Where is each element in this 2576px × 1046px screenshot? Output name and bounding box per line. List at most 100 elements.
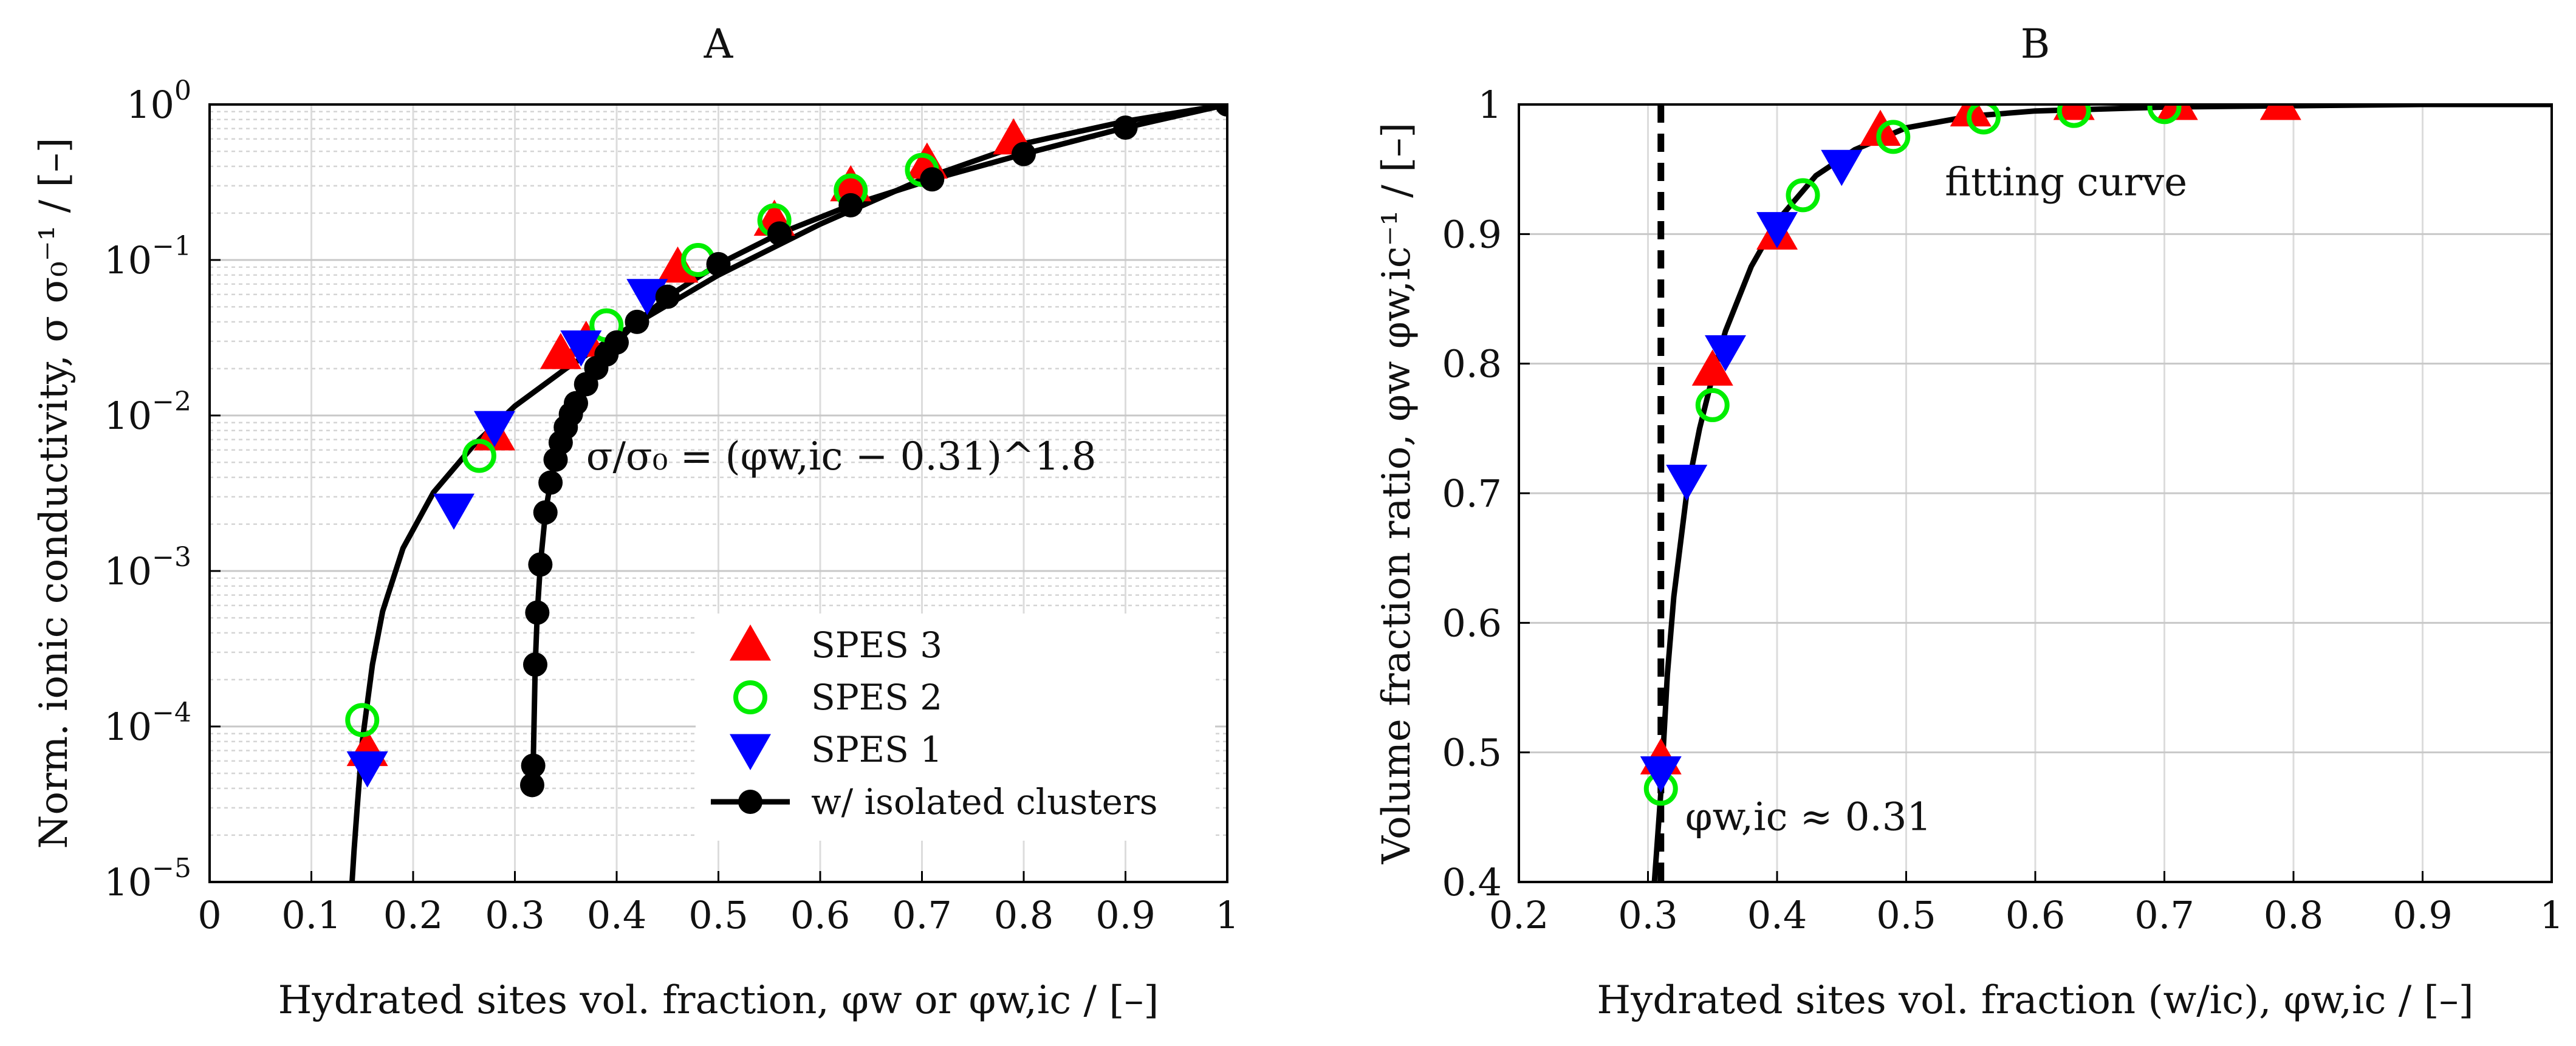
data-point-triangle-up <box>1691 349 1733 386</box>
data-point-filled-circle <box>605 330 629 355</box>
y-tick-label: 1 <box>1478 83 1502 127</box>
data-point-filled-circle <box>838 193 863 217</box>
data-point-filled-circle <box>706 251 731 276</box>
data-point-filled-circle <box>738 790 762 814</box>
data-point-circle <box>345 703 380 737</box>
data-point-filled-circle <box>564 391 588 415</box>
series-w-isolated-clusters <box>519 104 1227 798</box>
data-point-triangle-down <box>433 493 474 530</box>
data-point-triangle-down <box>346 751 388 788</box>
data-point-circle <box>1786 178 1820 213</box>
y-tick-base: 10 <box>104 705 152 749</box>
plot-area <box>345 104 1227 882</box>
legend-label: SPES 3 <box>811 624 942 666</box>
data-point-circle <box>2147 104 2182 125</box>
y-axis-label: Norm. ionic conductivity, σ σ₀⁻¹ / [–] <box>32 138 77 849</box>
x-tick-label: 0.2 <box>383 893 444 937</box>
x-tick-label: 0.6 <box>2006 893 2066 937</box>
y-tick-base: 10 <box>104 549 152 593</box>
x-tick-label: 0 <box>197 893 221 937</box>
y-tick-label: 0.8 <box>1442 342 1502 386</box>
data-point-triangle-up <box>730 624 771 661</box>
x-axis-label: Hydrated sites vol. fraction (w/ic), φw,… <box>1597 978 2473 1023</box>
chart-B: 0.2 0.3 0.4 0.5 0.6 0.7 0.8 0.9 1 0.4 0.5 0.6 0.7 0.8… <box>1374 21 2564 1023</box>
data-point-circle <box>2057 104 2091 128</box>
data-point-circle <box>733 680 767 714</box>
data-point-filled-circle <box>655 284 680 309</box>
legend-label: SPES 1 <box>811 729 942 770</box>
y-tick-label: 10−5 <box>104 853 191 904</box>
y-tick-exponent: −2 <box>152 386 191 417</box>
data-point-filled-circle <box>525 600 550 625</box>
data-point-filled-circle <box>538 470 563 495</box>
x-tick-label: 0.9 <box>2393 893 2453 937</box>
threshold-label: φw,ic ≈ 0.31 <box>1685 795 1931 840</box>
y-tick-label: 0.6 <box>1442 601 1502 645</box>
data-point-triangle-down <box>1640 756 1682 793</box>
legend-label: SPES 2 <box>811 677 942 718</box>
x-tick-label: 0.4 <box>587 893 647 937</box>
x-tick-label: 0.2 <box>1489 893 1549 937</box>
data-point-filled-circle <box>533 500 558 525</box>
x-tick-label: 1 <box>1215 893 1239 937</box>
y-tick-label: 100 <box>126 75 191 127</box>
data-point-triangle-up <box>657 246 699 283</box>
grid <box>1518 103 2553 883</box>
x-tick-label: 0.1 <box>281 893 341 937</box>
data-point-filled-circle <box>528 552 553 577</box>
legend: SPES 3 SPES 2 SPES 1 w/ isolated clusters <box>696 614 1215 841</box>
data-point-filled-circle <box>519 773 544 798</box>
data-point-filled-circle <box>523 652 547 677</box>
x-tick-label: 0.6 <box>790 893 851 937</box>
x-tick-label: 0.9 <box>1095 893 1156 937</box>
data-point-circle <box>1967 104 2001 135</box>
y-axis-label: Volume fraction ratio, φw φw,ic⁻¹ / [–] <box>1374 123 1419 864</box>
data-point-circle <box>1695 388 1730 422</box>
data-point-circle <box>1876 120 1911 154</box>
y-tick-label: 10−3 <box>104 542 191 593</box>
x-tick-label: 0.8 <box>994 893 1054 937</box>
plot-area <box>1640 104 2552 882</box>
data-point-filled-circle <box>920 167 945 192</box>
y-tick-exponent: −1 <box>152 231 191 262</box>
data-point-triangle-down <box>474 411 515 448</box>
y-tick-label: 10−1 <box>104 231 191 282</box>
data-point-triangle-down <box>1705 335 1746 372</box>
x-tick-label: 0.7 <box>892 893 952 937</box>
y-tick-base: 10 <box>104 394 152 438</box>
data-point-triangle-down <box>626 279 668 315</box>
y-tick-exponent: −5 <box>152 853 191 884</box>
data-point-triangle-up <box>540 333 581 369</box>
data-point-triangle-down <box>1821 149 1863 186</box>
y-tick-label: 0.4 <box>1442 860 1502 904</box>
chart-title: A <box>704 21 734 67</box>
data-point-filled-circle <box>1113 115 1138 140</box>
series-spes-1 <box>346 279 668 788</box>
x-tick-label: 0.3 <box>1618 893 1678 937</box>
data-point-filled-circle <box>1215 104 1227 117</box>
chart-title: B <box>2021 21 2050 67</box>
data-point-triangle-down <box>560 330 602 367</box>
data-point-filled-circle <box>1012 142 1036 166</box>
y-tick-label: 0.7 <box>1442 471 1502 516</box>
legend-label: w/ isolated clusters <box>811 781 1157 822</box>
data-point-filled-circle <box>521 753 546 778</box>
x-tick-label: 0.4 <box>1747 893 1807 937</box>
chart-A: 0 0.1 0.2 0.3 0.4 0.5 0.6 0.7 0.8 0.9 110−510−410−… <box>32 21 1239 1023</box>
data-point-triangle-up <box>2259 104 2301 120</box>
x-tick-label: 0.8 <box>2264 893 2324 937</box>
y-tick-base: 10 <box>126 83 174 127</box>
y-tick-base: 10 <box>104 238 152 282</box>
x-tick-label: 0.3 <box>485 893 545 937</box>
y-tick-exponent: −4 <box>152 697 191 728</box>
equation-annotation: fitting curve <box>1945 160 2187 205</box>
y-tick-label: 0.5 <box>1442 731 1502 775</box>
data-point-filled-circle <box>767 221 792 246</box>
series-spes-1 <box>1640 149 1863 793</box>
data-point-triangle-down <box>730 734 771 770</box>
data-point-filled-circle <box>625 309 649 334</box>
y-tick-exponent: 0 <box>174 75 191 106</box>
y-tick-exponent: −3 <box>152 542 191 573</box>
x-tick-label: 0.7 <box>2134 893 2194 937</box>
